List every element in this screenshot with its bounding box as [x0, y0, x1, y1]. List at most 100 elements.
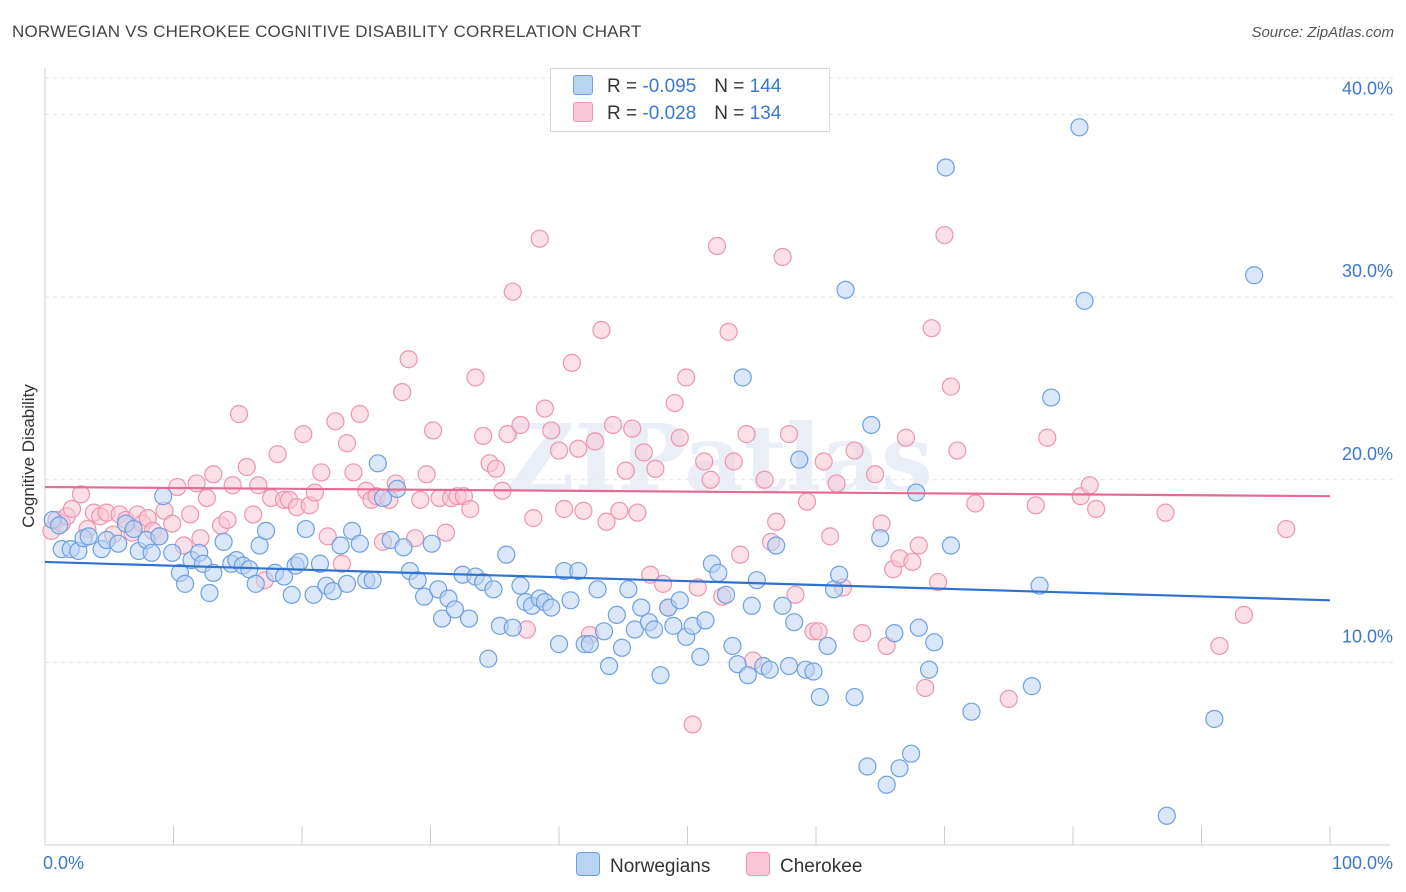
cherokee-point [628, 503, 647, 522]
norwegian-point [1070, 118, 1089, 137]
cherokee-point [268, 445, 287, 464]
norwegian-point [862, 415, 881, 435]
y-tick-label: 10.0% [1342, 626, 1393, 646]
norwegian-point [542, 598, 561, 617]
norwegian-point [290, 552, 309, 572]
cherokee-point [597, 512, 616, 531]
cherokee-point [707, 236, 727, 256]
cherokee-point [305, 483, 324, 502]
cherokee-point [935, 225, 954, 245]
norwegian-point [580, 635, 599, 654]
norwegian-point [422, 534, 441, 553]
legend-item-norwegians: Norwegians [576, 852, 710, 878]
cherokee-point [755, 470, 774, 489]
norwegian-point [142, 543, 161, 562]
cherokee-point [1277, 519, 1296, 539]
norwegian-point [394, 538, 413, 557]
cherokee-point [610, 501, 629, 520]
cherokee-points [42, 225, 1296, 734]
norwegian-point [733, 368, 752, 387]
norwegian-point [256, 521, 276, 540]
norwegian-point [818, 636, 837, 656]
norwegian-point [909, 618, 928, 637]
norwegian-point [612, 638, 632, 657]
cherokee-point [797, 492, 817, 511]
norwegian-point [154, 487, 173, 506]
norwegian-point [163, 543, 182, 562]
y-tick-label: 20.0% [1342, 444, 1393, 464]
norwegian-point [331, 536, 350, 555]
norwegian-point [664, 616, 683, 635]
norwegian-point [175, 574, 195, 593]
norwegian-point [204, 563, 223, 582]
norwegian-point [1245, 266, 1264, 285]
cherokee-point [244, 505, 263, 524]
cherokee-point [530, 229, 549, 248]
norwegian-point [830, 565, 849, 584]
cherokee-point [393, 383, 412, 402]
source-label: Source: ZipAtlas.com [1251, 24, 1394, 41]
cherokee-point [337, 434, 357, 453]
cherokee-point [623, 419, 642, 438]
norwegian-point [569, 561, 588, 581]
norwegian-point [885, 624, 904, 643]
norwegian-point [150, 527, 169, 546]
cherokee-point [896, 428, 916, 447]
cherokee-point [724, 452, 743, 471]
x-tick-label: 0.0% [43, 853, 84, 873]
cherokee-point [486, 459, 506, 478]
norwegian-point [594, 622, 614, 641]
cherokee-point [187, 474, 206, 493]
cherokee-point [616, 461, 635, 480]
cherokee-point [701, 470, 720, 489]
norwegian-point [804, 662, 823, 681]
cherokee-point [436, 523, 456, 542]
cherokee-point [827, 474, 846, 493]
norwegian-point [497, 545, 516, 564]
cherokee-point [535, 399, 554, 418]
cherokee-point [71, 485, 91, 504]
norwegian-point [651, 666, 670, 685]
cherokee-point [737, 425, 756, 444]
cherokee-point [62, 499, 82, 519]
watermark: ZIPatlas [507, 404, 932, 512]
legend-row-cherokee: R = -0.028 N = 134 [573, 102, 781, 128]
cherokee-point [948, 441, 967, 460]
norwegian-point [716, 585, 736, 604]
norwegian-point [779, 656, 799, 676]
norwegian-point [200, 583, 219, 603]
norwegian-point [890, 759, 909, 778]
norwegian-point [323, 582, 342, 601]
r-value: -0.095 [642, 76, 697, 97]
legend-item-cherokee: Cherokee [746, 852, 862, 878]
cherokee-point [966, 494, 985, 513]
cherokee-point [417, 465, 436, 484]
cherokee-point [646, 459, 665, 478]
cherokee-point [814, 452, 833, 471]
y-tick-label: 40.0% [1342, 79, 1393, 99]
cherokee-point [204, 465, 223, 484]
norwegian-point [511, 576, 530, 595]
norwegian-point [50, 516, 69, 535]
cherokee-point [574, 501, 593, 520]
cherokee-point [350, 404, 369, 424]
tick-labels: 10.0% 20.0% 30.0% 40.0% 0.0% 100.0% [43, 79, 1393, 873]
cherokee-point [474, 426, 493, 446]
norwegian-point [304, 585, 323, 604]
norwegian-point [941, 536, 961, 555]
cherokee-point [634, 443, 653, 462]
norwegians-trend-line [44, 560, 1331, 602]
cherokee-point [237, 457, 256, 477]
norwegian-point [962, 702, 981, 721]
cherokee-point [411, 490, 430, 509]
norwegians-swatch [573, 75, 593, 95]
norwegian-point [414, 587, 434, 606]
cherokee-legend-swatch [746, 852, 770, 876]
cherokee-point [218, 510, 237, 530]
norwegian-point [619, 580, 638, 599]
y-tick-label: 30.0% [1342, 261, 1393, 281]
norwegians-legend-label: Norwegians [610, 856, 711, 877]
norwegian-point [877, 775, 896, 794]
norwegian-point [785, 613, 804, 632]
cherokee-swatch [573, 102, 593, 122]
